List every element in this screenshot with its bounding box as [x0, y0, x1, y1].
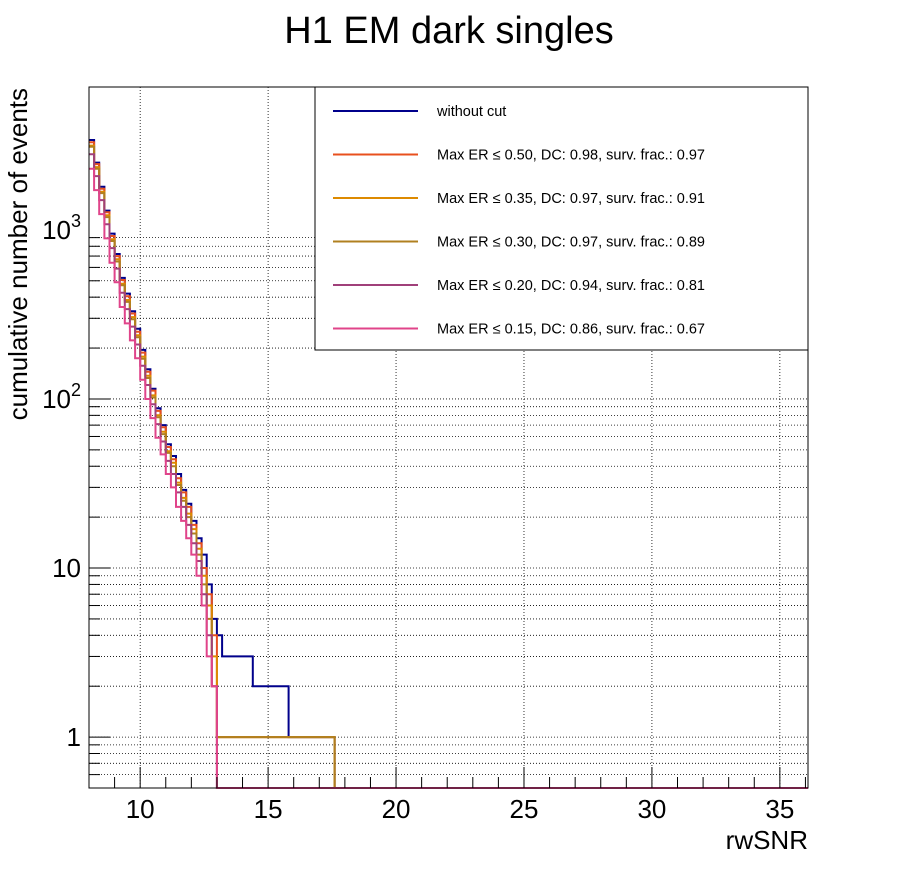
x-tick-label: 15 — [254, 794, 283, 824]
y-tick-label: 1 — [67, 722, 81, 752]
x-tick-label: 10 — [126, 794, 155, 824]
x-axis-label: rwSNR — [726, 825, 808, 855]
legend-entry: without cut — [436, 104, 506, 120]
chart-title: H1 EM dark singles — [284, 10, 613, 52]
legend-entry: Max ER ≤ 0.15, DC: 0.86, surv. frac.: 0.… — [437, 322, 705, 338]
x-tick-label: 20 — [382, 794, 411, 824]
y-tick-label: 10 — [52, 553, 81, 583]
axes: 10 15 20 25 30 35 1 10 102 103 — [42, 211, 806, 824]
legend-entry: Max ER ≤ 0.20, DC: 0.94, surv. frac.: 0.… — [437, 278, 705, 294]
legend-box — [314, 86, 809, 351]
y-axis-label: cumulative number of events — [3, 88, 33, 420]
legend-entry: Max ER ≤ 0.35, DC: 0.97, surv. frac.: 0.… — [437, 191, 705, 207]
legend: without cut Max ER ≤ 0.50, DC: 0.98, surv… — [314, 86, 809, 351]
y-tick-label: 103 — [42, 211, 81, 245]
x-tick-label: 25 — [510, 794, 539, 824]
legend-entry: Max ER ≤ 0.30, DC: 0.97, surv. frac.: 0.… — [437, 235, 705, 251]
plot-series — [89, 139, 808, 789]
series-cut-5-line — [89, 167, 808, 789]
legend-entry: Max ER ≤ 0.50, DC: 0.98, surv. frac.: 0.… — [437, 148, 705, 164]
x-tick-label: 35 — [765, 794, 794, 824]
y-tick-label: 102 — [42, 380, 81, 414]
x-tick-label: 30 — [637, 794, 666, 824]
